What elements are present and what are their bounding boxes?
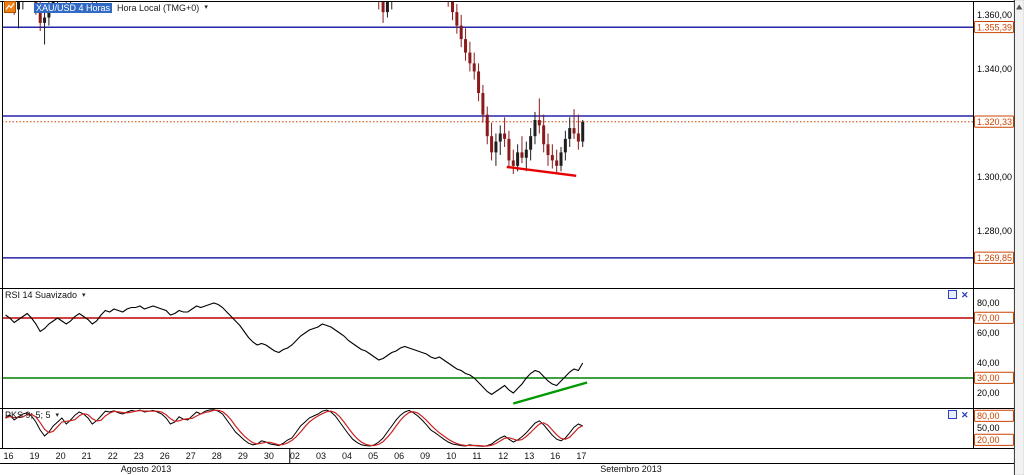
- day-label: 23: [134, 451, 144, 461]
- day-label: 29: [238, 451, 248, 461]
- timezone-label: Hora Local (TMG+0): [117, 2, 200, 13]
- price-scale-label: 1.300,00: [977, 172, 1012, 182]
- pks-close-icon[interactable]: ✕: [961, 409, 969, 420]
- pks-price-flag: [974, 409, 1014, 422]
- day-label: 27: [186, 451, 196, 461]
- pks-panel-controls: ✕: [948, 410, 969, 419]
- day-label: 12: [498, 451, 508, 461]
- day-label: 10: [446, 451, 456, 461]
- price-scale-label: 1.355,39: [977, 22, 1012, 32]
- rsi-scale-label: 70,00: [977, 313, 1000, 323]
- day-label: 26: [160, 451, 170, 461]
- pks-indicator-label[interactable]: PKS 9; 5; 5 ▾: [5, 410, 59, 420]
- pks-d-line: [5, 409, 583, 447]
- price-price-flag: [974, 115, 1014, 128]
- rsi-scale-label: 60,00: [977, 328, 1000, 338]
- rsi-panel-controls: ✕: [948, 290, 969, 299]
- day-label: 17: [576, 451, 586, 461]
- rsi-label-text: RSI 14 Suavizado: [5, 290, 78, 300]
- rsi-scale-label: 30,00: [977, 373, 1000, 383]
- day-label: 03: [316, 451, 326, 461]
- day-label: 19: [30, 451, 40, 461]
- pks-scale-label: 20,00: [977, 435, 1000, 445]
- day-label: 30: [264, 451, 274, 461]
- rsi-trend-line[interactable]: [512, 381, 588, 405]
- rsi-price-flag: [974, 371, 1014, 384]
- rsi-close-icon[interactable]: ✕: [961, 289, 969, 300]
- pks-properties-icon[interactable]: [948, 410, 957, 419]
- right-scroll-strip[interactable]: [1013, 0, 1024, 475]
- day-label: 16: [550, 451, 560, 461]
- pks-scale-label: 50,00: [977, 423, 1000, 433]
- rsi-chevron-down-icon[interactable]: ▾: [82, 291, 86, 299]
- chart-title-bar: XAU/USD 4 Horas Hora Local (TMG+0) ▾: [4, 1, 208, 14]
- pks-scale-label: 80,00: [977, 411, 1000, 421]
- day-label: 04: [342, 451, 352, 461]
- month-label: Setembro 2013: [600, 464, 662, 474]
- day-label: 06: [394, 451, 404, 461]
- day-label: 05: [368, 451, 378, 461]
- day-label: 28: [212, 451, 222, 461]
- pks-label-text: PKS 9; 5; 5: [5, 410, 51, 420]
- rsi-scale-label: 20,00: [977, 388, 1000, 398]
- day-label: 21: [82, 451, 92, 461]
- price-scale-label: 1.360,00: [977, 10, 1012, 20]
- price-price-flag: [974, 20, 1014, 34]
- day-label: 22: [108, 451, 118, 461]
- price-scale-label: 1.320,33: [977, 117, 1012, 127]
- indicators-icon[interactable]: [4, 1, 31, 14]
- day-label: 13: [524, 451, 534, 461]
- price-scale-label: 1.280,00: [977, 226, 1012, 236]
- price-scale-label: 1.340,00: [977, 64, 1012, 74]
- scroll-up-icon[interactable]: [1016, 4, 1023, 10]
- chevron-down-icon[interactable]: ▾: [204, 4, 208, 11]
- price-scale-label: 1.269,85: [977, 253, 1012, 263]
- rsi-properties-icon[interactable]: [948, 290, 957, 299]
- pks-price-flag: [974, 433, 1014, 446]
- rsi-indicator-label[interactable]: RSI 14 Suavizado ▾: [5, 290, 86, 300]
- price-price-flag: [974, 251, 1014, 264]
- day-label: 20: [56, 451, 66, 461]
- day-label: 11: [472, 451, 481, 461]
- rsi-line: [5, 302, 584, 396]
- rsi-scale-label: 40,00: [977, 358, 1000, 368]
- day-label: 02: [290, 451, 300, 461]
- pks-chevron-down-icon[interactable]: ▾: [55, 411, 60, 419]
- month-label: Agosto 2013: [121, 464, 172, 474]
- price-trend-line[interactable]: [506, 165, 577, 178]
- symbol-timeframe-label[interactable]: XAU/USD 4 Horas: [34, 2, 113, 13]
- rsi-price-flag: [974, 311, 1014, 324]
- day-label: 09: [420, 451, 430, 461]
- day-label: 16: [4, 451, 14, 461]
- rsi-scale-label: 80,00: [977, 298, 1000, 308]
